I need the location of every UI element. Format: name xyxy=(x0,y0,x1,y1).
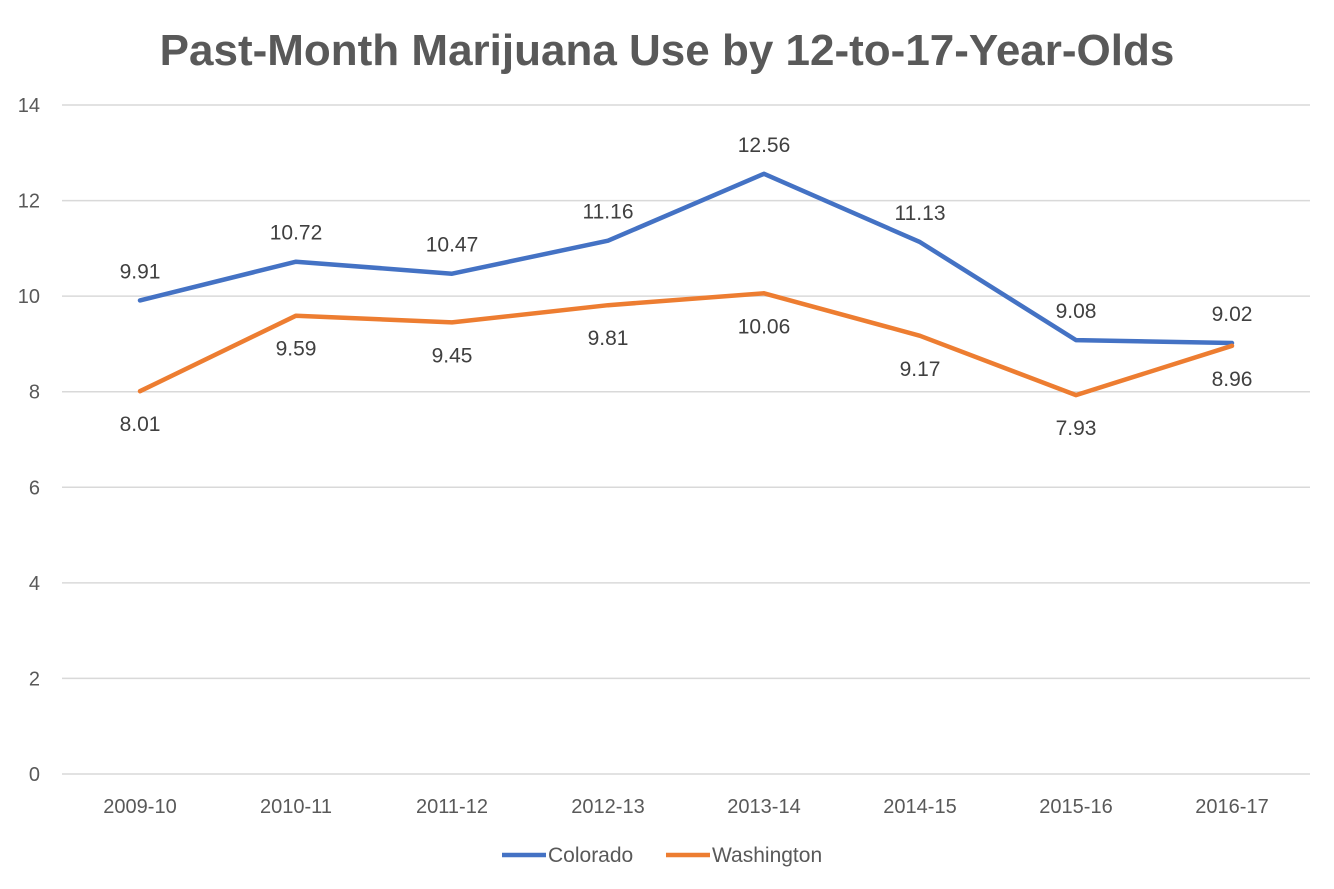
y-tick-label: 14 xyxy=(18,95,40,117)
x-tick-label: 2015-16 xyxy=(1039,796,1112,818)
gridlines xyxy=(62,104,1310,775)
data-label: 9.02 xyxy=(1212,303,1253,326)
data-label: 10.72 xyxy=(270,222,323,245)
data-label: 12.56 xyxy=(738,134,791,157)
data-label: 9.45 xyxy=(432,344,473,367)
data-label: 10.06 xyxy=(738,315,791,338)
series-lines xyxy=(137,171,1235,398)
data-label: 9.17 xyxy=(900,358,941,381)
legend-label: Washington xyxy=(712,844,822,867)
x-tick-label: 2011-12 xyxy=(416,796,488,818)
y-tick-label: 6 xyxy=(29,477,40,499)
data-label: 8.01 xyxy=(120,413,161,436)
data-label: 9.81 xyxy=(588,327,629,350)
chart-title: Past-Month Marijuana Use by 12-to-17-Yea… xyxy=(160,26,1175,75)
data-label: 11.16 xyxy=(583,201,634,224)
y-tick-label: 10 xyxy=(18,286,40,308)
data-labels: 9.91 10.72 10.47 11.16 12.56 11.13 9.08 9.02 8.0… xyxy=(120,134,1253,440)
x-tick-label: 2014-15 xyxy=(883,796,956,818)
x-tick-label: 2016-17 xyxy=(1195,796,1268,818)
x-tick-label: 2012-13 xyxy=(571,796,644,818)
y-tick-label: 0 xyxy=(29,764,40,786)
data-label: 7.93 xyxy=(1056,417,1097,440)
data-label: 9.08 xyxy=(1056,300,1097,323)
series-line-colorado xyxy=(137,171,1235,346)
y-tick-label: 4 xyxy=(29,573,40,595)
data-label: 9.91 xyxy=(120,260,161,283)
legend-label: Colorado xyxy=(548,844,633,867)
data-label: 8.96 xyxy=(1212,368,1253,391)
x-axis-ticks: 2009-10 2010-11 2011-12 2012-13 2013-14 2014-… xyxy=(103,796,1268,818)
data-label: 10.47 xyxy=(426,234,479,257)
y-axis-ticks: 0 2 4 6 8 10 12 14 xyxy=(18,95,40,786)
legend: Colorado Washington xyxy=(502,844,822,867)
y-tick-label: 12 xyxy=(18,191,40,213)
x-tick-label: 2009-10 xyxy=(103,796,176,818)
data-label: 11.13 xyxy=(895,202,946,225)
x-tick-label: 2013-14 xyxy=(727,796,800,818)
y-tick-label: 8 xyxy=(29,382,40,404)
data-label: 9.59 xyxy=(276,338,317,361)
series-line-washington xyxy=(137,291,1235,398)
y-tick-label: 2 xyxy=(29,668,40,690)
x-tick-label: 2010-11 xyxy=(260,796,332,818)
